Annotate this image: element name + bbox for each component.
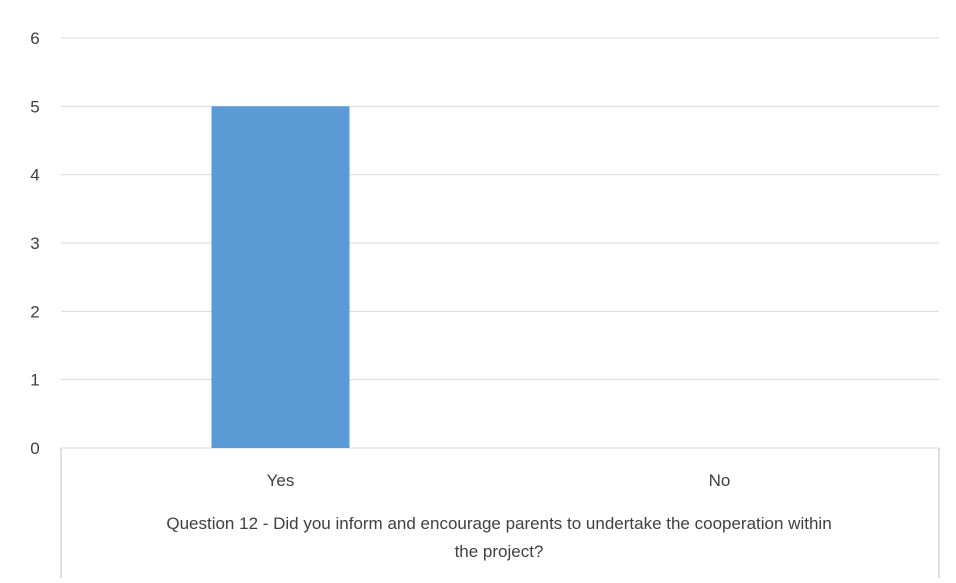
category-axis-title-line-2: the project? bbox=[455, 542, 544, 561]
y-axis-tick-labels: 0 1 2 3 4 5 6 bbox=[30, 29, 39, 458]
bars bbox=[211, 106, 350, 448]
x-category-label-yes: Yes bbox=[267, 471, 295, 490]
category-axis-title: Question 12 - Did you inform and encoura… bbox=[166, 514, 831, 561]
y-tick-label-0: 0 bbox=[30, 439, 39, 458]
y-tick-label-2: 2 bbox=[30, 302, 39, 321]
category-axis-title-line-1: Question 12 - Did you inform and encoura… bbox=[166, 514, 831, 533]
x-axis-category-labels: Yes No bbox=[267, 471, 731, 490]
y-tick-label-3: 3 bbox=[30, 234, 39, 253]
gridlines bbox=[61, 37, 939, 449]
y-tick-label-6: 6 bbox=[30, 29, 39, 48]
bar-yes bbox=[211, 106, 350, 448]
y-tick-label-1: 1 bbox=[30, 371, 39, 390]
category-axis-frame bbox=[60, 448, 940, 578]
x-category-label-no: No bbox=[709, 471, 731, 490]
y-tick-label-4: 4 bbox=[30, 166, 39, 185]
y-tick-label-5: 5 bbox=[30, 97, 39, 116]
